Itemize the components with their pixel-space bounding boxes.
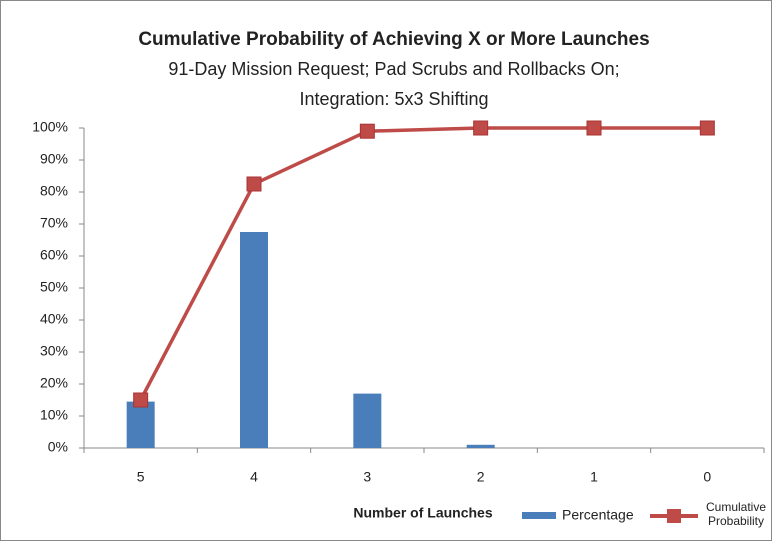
marker [473, 120, 489, 136]
legend-swatch [667, 509, 681, 523]
y-tick-label: 70% [40, 215, 68, 231]
y-tick-label: 0% [48, 439, 68, 455]
y-tick-label: 50% [40, 279, 68, 295]
chart-subtitle: Integration: 5x3 Shifting [299, 89, 488, 109]
legend-swatch [522, 512, 556, 519]
x-tick-label: 1 [590, 469, 598, 485]
marker [586, 120, 602, 136]
x-tick-label: 5 [137, 469, 145, 485]
y-tick-label: 20% [40, 375, 68, 391]
marker [133, 392, 149, 408]
bar [466, 444, 495, 448]
chart-subtitle: 91-Day Mission Request; Pad Scrubs and R… [168, 59, 619, 79]
legend-label: Cumulative Probability [705, 500, 767, 528]
x-tick-label: 3 [363, 469, 371, 485]
marker [246, 176, 262, 192]
marker [359, 123, 375, 139]
bar [240, 232, 268, 448]
x-tick-label: 0 [703, 469, 711, 485]
y-tick-label: 100% [32, 119, 68, 135]
x-tick-label: 2 [477, 469, 485, 485]
y-tick-label: 60% [40, 247, 68, 263]
y-tick-label: 80% [40, 183, 68, 199]
x-tick-label: 4 [250, 469, 258, 485]
y-tick-label: 90% [40, 151, 68, 167]
y-tick-label: 10% [40, 407, 68, 423]
marker [699, 120, 715, 136]
bar [126, 401, 155, 448]
bar [353, 393, 382, 448]
chart-title: Cumulative Probability of Achieving X or… [138, 29, 649, 50]
line [139, 126, 708, 401]
legend-label: Percentage [562, 507, 634, 523]
y-tick-label: 30% [40, 343, 68, 359]
y-tick-label: 40% [40, 311, 68, 327]
x-axis-label: Number of Launches [353, 505, 492, 521]
